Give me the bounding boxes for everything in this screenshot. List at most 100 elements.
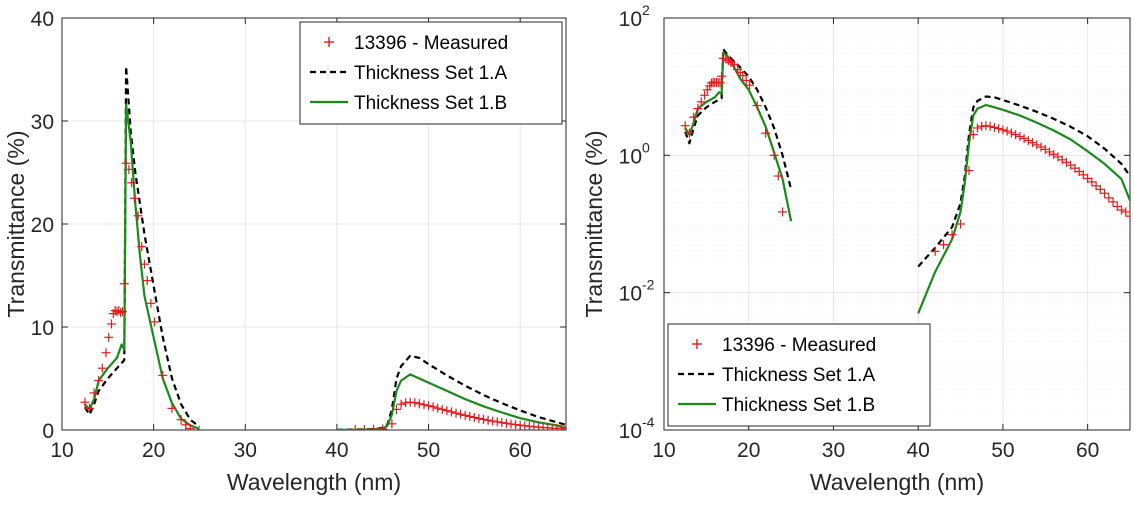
x-tick-label: 20 <box>142 439 165 462</box>
y-tick-exponent: 2 <box>642 2 650 18</box>
measured-point <box>89 388 99 398</box>
measured-point <box>689 112 699 122</box>
measured-point <box>947 230 957 240</box>
measured-point <box>752 101 762 111</box>
thickness-set-1a-line <box>917 95 1130 268</box>
measured-point <box>133 211 143 221</box>
thickness-set-1a-line <box>684 48 793 190</box>
measured-point <box>1095 184 1105 194</box>
legend-label: Thickness Set 1.A <box>354 63 507 84</box>
measured-point <box>419 400 429 410</box>
measured-point <box>185 423 195 430</box>
measured-point <box>137 242 147 252</box>
measured-point <box>769 150 779 160</box>
measured-point <box>181 420 191 430</box>
measured-point <box>1117 205 1127 215</box>
measured-point <box>391 404 401 414</box>
x-tick-label: 40 <box>907 439 930 462</box>
measured-point <box>124 164 134 174</box>
measured-point <box>1011 130 1021 140</box>
measured-point <box>116 308 126 318</box>
measured-point <box>693 104 703 114</box>
measured-point <box>176 415 186 425</box>
measured-point <box>456 409 466 419</box>
measured-point <box>492 417 502 427</box>
legend-label: Thickness Set 1.A <box>722 365 875 386</box>
x-tick-label: 50 <box>991 439 1014 462</box>
measured-point <box>387 419 397 429</box>
measured-point <box>939 240 949 250</box>
measured-point <box>741 75 751 85</box>
y-tick-label: 10 <box>619 420 642 443</box>
x-tick-label: 60 <box>1076 439 1099 462</box>
axes-frame <box>663 17 1131 431</box>
measured-point <box>1028 138 1038 148</box>
measured-point <box>142 276 152 286</box>
measured-point <box>150 317 160 327</box>
y-tick-label: 20 <box>31 214 54 237</box>
measured-point <box>414 399 424 409</box>
measured-point <box>717 71 727 81</box>
measured-point <box>117 307 127 317</box>
measured-point <box>1108 197 1118 207</box>
measured-point <box>139 259 149 269</box>
measured-point <box>106 319 116 329</box>
measured-point <box>378 424 388 430</box>
measured-point <box>684 128 694 138</box>
measured-point <box>1087 177 1097 187</box>
y-axis-title: Transmittance (%) <box>581 130 607 317</box>
measured-point <box>114 306 124 316</box>
measured-point <box>442 406 452 416</box>
x-axis-title: Wavelength (nm) <box>810 469 984 495</box>
measured-point <box>350 425 360 430</box>
thickness-set-1a-line <box>83 65 201 428</box>
measured-point <box>167 403 177 413</box>
y-tick-exponent: -2 <box>642 277 655 293</box>
y-tick-label: 40 <box>31 8 54 31</box>
y-axis-title: Transmittance (%) <box>3 130 29 317</box>
measured-point <box>359 424 369 430</box>
measured-point <box>146 298 156 308</box>
measured-point <box>104 332 114 342</box>
legend-label: 13396 - Measured <box>354 33 508 54</box>
measured-point <box>84 403 94 413</box>
measured-point <box>964 166 974 176</box>
measured-point <box>1100 188 1110 198</box>
measured-point <box>129 193 139 203</box>
measured-point <box>460 410 470 420</box>
measured-point <box>501 418 511 428</box>
measured-point <box>972 123 982 133</box>
measured-point <box>700 90 710 100</box>
y-tick-exponent: -4 <box>642 414 655 430</box>
measured-point <box>433 403 443 413</box>
y-tick-label: 10 <box>619 145 642 168</box>
y-tick-label: 10 <box>31 317 54 340</box>
legend: 13396 - Measured Thickness Set 1.A Thickne… <box>299 21 563 125</box>
measured-point <box>1078 170 1088 180</box>
measured-point <box>985 121 995 131</box>
legend: 13396 - Measured Thickness Set 1.A Thickne… <box>667 323 931 427</box>
x-tick-label: 20 <box>737 439 760 462</box>
measured-point <box>94 376 104 386</box>
x-tick-label: 30 <box>234 439 257 462</box>
measured-point <box>773 171 783 181</box>
measured-point <box>428 402 438 412</box>
y-tick-label: 10 <box>619 8 642 31</box>
measured-point <box>761 128 771 138</box>
thickness-set-1b-line <box>917 103 1130 314</box>
measured-point <box>474 413 484 423</box>
measured-point <box>369 424 379 430</box>
measured-point <box>446 407 456 417</box>
y-tick-label: 30 <box>31 111 54 134</box>
x-tick-label: 50 <box>417 439 440 462</box>
y-tick-label: 0 <box>42 420 54 443</box>
measured-point <box>511 420 521 430</box>
measured-point <box>506 419 516 429</box>
x-tick-label: 40 <box>325 439 348 462</box>
measured-point <box>729 60 739 70</box>
legend-label: 13396 - Measured <box>722 335 876 356</box>
measured-point <box>497 418 507 428</box>
measured-point <box>451 408 461 418</box>
